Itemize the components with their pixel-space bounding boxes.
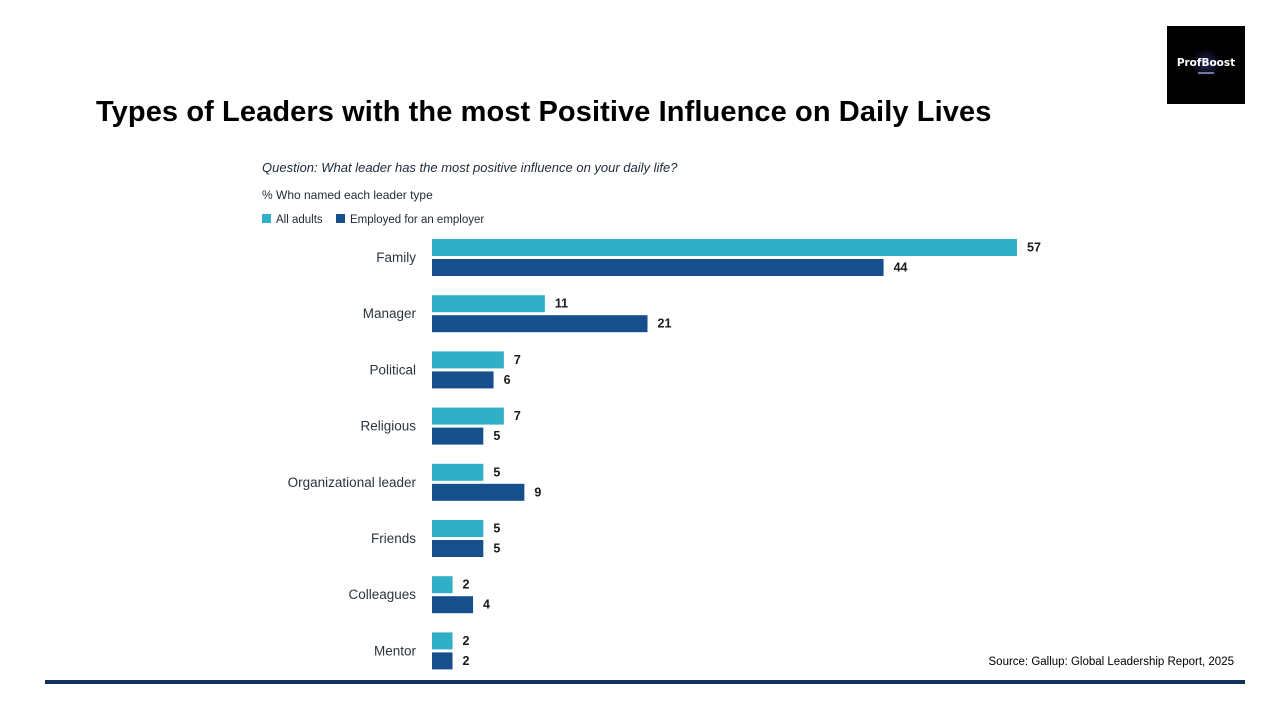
- bar: [432, 295, 545, 313]
- data-label: 2: [463, 654, 470, 668]
- bar: [432, 259, 884, 276]
- bar: [432, 632, 453, 650]
- bar: [432, 520, 484, 537]
- chart-plot-area: Family5744Manager1121Political76Religiou…: [288, 239, 1041, 670]
- category-label: Family: [376, 250, 416, 265]
- category-label: Religious: [360, 419, 416, 434]
- source-note: Source: Gallup: Global Leadership Report…: [988, 656, 1235, 668]
- bar: [432, 596, 474, 614]
- bar: [432, 576, 453, 594]
- data-label: 9: [534, 485, 541, 499]
- data-label: 2: [463, 634, 470, 648]
- data-label: 11: [555, 297, 568, 311]
- bar-chart: Question: What leader has the most posit…: [262, 160, 1041, 670]
- bottom-rule: [45, 680, 1245, 684]
- data-label: 2: [463, 578, 470, 592]
- data-label: 7: [514, 409, 521, 423]
- category-label: Colleagues: [348, 587, 416, 602]
- slide-title: Types of Leaders with the most Positive …: [96, 96, 992, 128]
- logo-subline: [1198, 71, 1214, 74]
- bar: [432, 652, 453, 670]
- data-label: 44: [894, 261, 908, 275]
- bar: [432, 407, 504, 425]
- data-label: 4: [483, 598, 490, 612]
- legend-swatch-1: [262, 214, 271, 223]
- category-label: Friends: [371, 531, 416, 546]
- profboost-logo: ProfBoost: [1167, 26, 1245, 104]
- category-label: Political: [369, 362, 416, 377]
- chart-question: Question: What leader has the most posit…: [262, 160, 678, 175]
- bar: [432, 371, 494, 389]
- chart-legend: All adults Employed for an employer: [262, 214, 484, 226]
- data-label: 5: [493, 465, 500, 479]
- data-label: 57: [1027, 241, 1041, 255]
- data-label: 5: [493, 429, 500, 443]
- bar: [432, 351, 504, 369]
- bar: [432, 427, 484, 445]
- category-label: Mentor: [374, 643, 417, 658]
- bar: [432, 540, 484, 557]
- bar: [432, 239, 1017, 256]
- data-label: 5: [493, 522, 500, 536]
- logo-text: ProfBoost: [1176, 56, 1236, 69]
- data-label: 21: [658, 317, 672, 331]
- legend-label-1: All adults: [276, 214, 323, 226]
- bar: [432, 483, 525, 501]
- category-label: Manager: [363, 306, 417, 321]
- legend-swatch-2: [336, 214, 345, 223]
- category-label: Organizational leader: [288, 475, 417, 490]
- bar: [432, 315, 648, 333]
- bar: [432, 463, 484, 481]
- data-label: 6: [504, 373, 511, 387]
- data-label: 5: [493, 542, 500, 556]
- chart-subtitle: % Who named each leader type: [262, 188, 433, 202]
- data-label: 7: [514, 353, 521, 367]
- legend-label-2: Employed for an employer: [350, 214, 484, 226]
